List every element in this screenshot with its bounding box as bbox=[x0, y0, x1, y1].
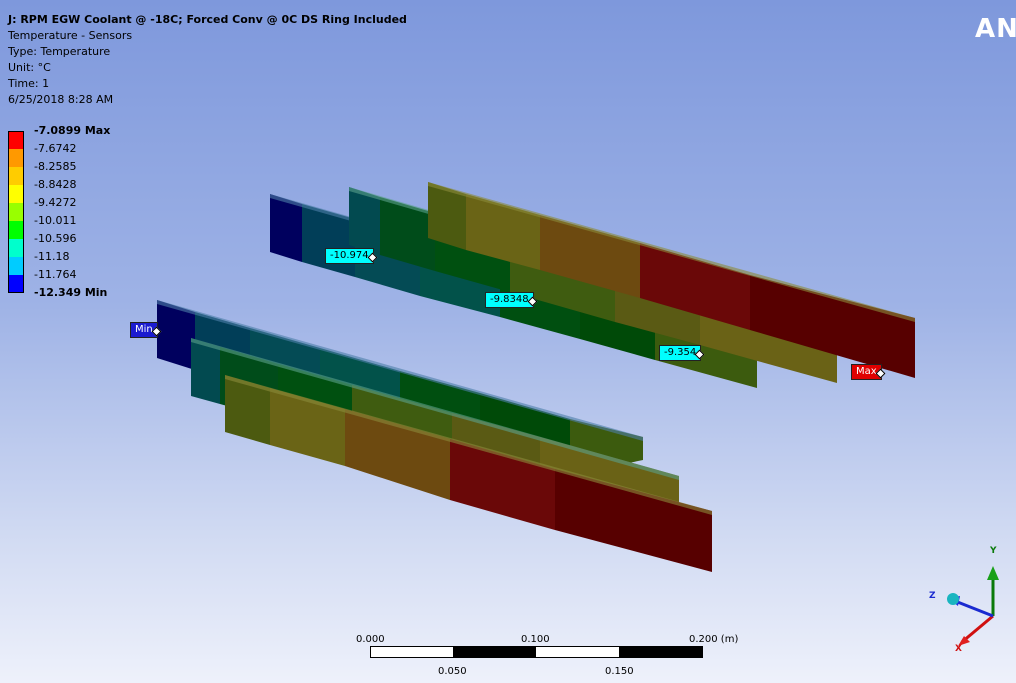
legend-swatch bbox=[8, 203, 24, 221]
legend-swatch bbox=[8, 275, 24, 293]
scale-segment bbox=[453, 647, 536, 657]
legend-swatch bbox=[8, 185, 24, 203]
probe-label-min[interactable]: Min bbox=[130, 322, 158, 338]
legend-label-min: -12.349 Min bbox=[34, 286, 108, 299]
result-unit: Unit: °C bbox=[8, 61, 51, 74]
legend-label: -10.596 bbox=[34, 232, 77, 245]
triad-y-label: Y bbox=[990, 546, 997, 556]
result-info: J: RPM EGW Coolant @ -18C; Forced Conv @… bbox=[8, 12, 407, 108]
result-type: Type: Temperature bbox=[8, 45, 111, 58]
scale-label-top: 0.100 bbox=[521, 634, 550, 645]
probe-label-1[interactable]: -10.974 bbox=[325, 248, 374, 264]
legend-label: -8.2585 bbox=[34, 160, 77, 173]
triad-x-label: X bbox=[955, 644, 962, 654]
legend-label: -10.011 bbox=[34, 214, 77, 227]
result-date: 6/25/2018 8:28 AM bbox=[8, 93, 114, 106]
scale-bar bbox=[370, 646, 703, 658]
scale-label-top: 0.200 (m) bbox=[689, 634, 739, 645]
legend-label: -9.4272 bbox=[34, 196, 77, 209]
legend-label: -11.18 bbox=[34, 250, 70, 263]
sensor-plate-back-3[interactable] bbox=[428, 182, 915, 378]
result-subtitle: Temperature - Sensors bbox=[8, 29, 133, 42]
probe-label-max[interactable]: Max bbox=[851, 364, 882, 380]
brand-logo: ANS bbox=[975, 14, 1016, 44]
legend-swatch bbox=[8, 257, 24, 275]
coordinate-triad[interactable] bbox=[947, 566, 999, 646]
scale-segment bbox=[619, 647, 702, 657]
legend-swatch bbox=[8, 239, 24, 257]
probe-label-3[interactable]: -9.354 bbox=[659, 345, 702, 361]
scale-segment bbox=[536, 647, 619, 657]
probe-label-2[interactable]: -9.8348 bbox=[485, 292, 534, 308]
legend-swatch bbox=[8, 131, 24, 149]
result-time: Time: 1 bbox=[8, 77, 50, 90]
legend-swatch bbox=[8, 221, 24, 239]
scale-label-bottom: 0.150 bbox=[605, 666, 634, 677]
sensor-plate-front-3[interactable] bbox=[225, 375, 712, 572]
legend-label: -8.8428 bbox=[34, 178, 77, 191]
legend-label: -11.764 bbox=[34, 268, 77, 281]
scale-label-bottom: 0.050 bbox=[438, 666, 467, 677]
legend-swatch bbox=[8, 149, 24, 167]
legend-label: -7.6742 bbox=[34, 142, 77, 155]
triad-z-label: Z bbox=[929, 591, 936, 601]
legend-swatch bbox=[8, 167, 24, 185]
scale-segment bbox=[371, 647, 453, 657]
legend-label-max: -7.0899 Max bbox=[34, 124, 111, 137]
result-title: J: RPM EGW Coolant @ -18C; Forced Conv @… bbox=[8, 13, 407, 26]
scale-label-top: 0.000 bbox=[356, 634, 385, 645]
